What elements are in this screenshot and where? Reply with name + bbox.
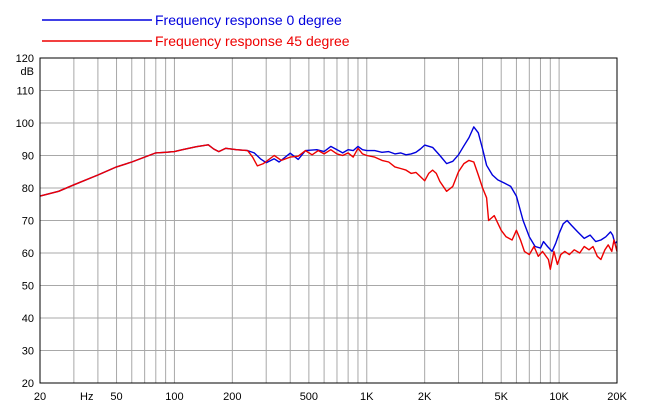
legend: Frequency response 0 degree Frequency res… xyxy=(42,12,350,49)
x-tick-label: 200 xyxy=(223,391,241,403)
series-layer xyxy=(39,126,618,270)
legend-label: Frequency response 45 degree xyxy=(155,33,350,49)
plot-frame xyxy=(39,57,618,384)
grid xyxy=(40,58,617,383)
y-tick-label: 40 xyxy=(22,313,34,325)
y-tick-label: 80 xyxy=(22,183,34,195)
x-tick-label: 20K xyxy=(607,391,627,403)
x-tick-label: 20 xyxy=(34,391,46,403)
y-tick-label: 30 xyxy=(22,346,34,358)
x-tick-label: 10K xyxy=(549,391,569,403)
x-tick-label: 500 xyxy=(300,391,318,403)
y-tick-label: 70 xyxy=(22,216,34,228)
y-tick-label: 20 xyxy=(22,378,34,390)
x-tick-label: 1K xyxy=(360,391,374,403)
y-tick-label: 120 xyxy=(16,53,34,65)
y-unit-label: dB xyxy=(21,66,34,78)
y-tick-label: 100 xyxy=(16,118,34,130)
y-tick-label: 110 xyxy=(16,86,34,98)
x-tick-label: 100 xyxy=(165,391,183,403)
x-tick-label: 5K xyxy=(494,391,508,403)
x-tick-label: 50 xyxy=(110,391,122,403)
x-unit-label: Hz xyxy=(80,391,93,403)
y-tick-label: 90 xyxy=(22,151,34,163)
y-tick-label: 60 xyxy=(22,248,34,260)
x-tick-labels: 20 50 100 200 500 1K 2K 5K 10K 20K xyxy=(34,391,628,403)
series-line-45-degree xyxy=(39,144,618,270)
x-tick-label: 2K xyxy=(418,391,432,403)
y-tick-label: 50 xyxy=(22,281,34,293)
y-tick-labels: 20 30 40 50 60 70 80 90 100 110 120 xyxy=(16,53,34,390)
legend-label: Frequency response 0 degree xyxy=(155,12,342,28)
